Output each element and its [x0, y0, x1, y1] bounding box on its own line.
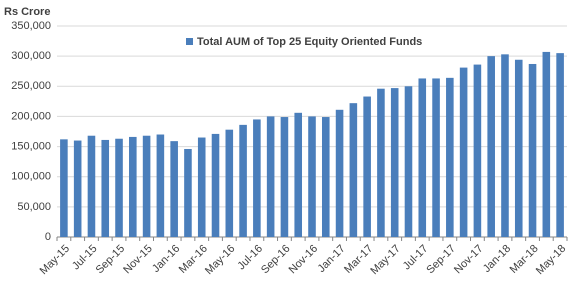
- x-tick-label: Jan-16: [150, 243, 182, 275]
- bar: [60, 139, 68, 237]
- bar: [142, 135, 151, 237]
- bar: [266, 116, 275, 237]
- bar: [349, 103, 358, 237]
- bar: [129, 136, 137, 237]
- x-tick-label: May-16: [203, 243, 237, 277]
- bar: [225, 129, 234, 237]
- bar: [156, 134, 165, 237]
- x-tick-label: Sep-17: [424, 243, 458, 277]
- bar: [404, 86, 413, 238]
- bar: [459, 67, 468, 238]
- bar: [308, 116, 316, 237]
- y-tick-label: 150,000: [11, 140, 51, 152]
- x-tick-label: Nov-15: [121, 243, 155, 277]
- x-tick-label: May-18: [534, 243, 568, 277]
- y-tick-label: 350,000: [11, 20, 51, 32]
- bar: [335, 109, 344, 237]
- legend-label: Total AUM of Top 25 Equity Oriented Fund…: [197, 36, 422, 48]
- y-tick-label: 100,000: [11, 171, 51, 183]
- bar: [321, 117, 330, 237]
- x-tick-label: Sep-16: [259, 243, 293, 277]
- bar: [280, 117, 289, 237]
- bar: [446, 77, 454, 238]
- y-tick-label: 0: [45, 231, 51, 243]
- bar: [239, 124, 247, 237]
- bar: [487, 56, 495, 238]
- bar: [473, 64, 482, 237]
- bar: [170, 141, 178, 237]
- bar: [418, 78, 427, 237]
- bar: [528, 63, 537, 238]
- y-axis-label: Rs Crore: [4, 6, 50, 18]
- x-tick-label: Nov-16: [287, 243, 321, 277]
- bar: [363, 96, 371, 237]
- x-tick-label: Nov-17: [452, 243, 486, 277]
- bar: [73, 140, 82, 237]
- bar: [390, 88, 399, 237]
- bar: [87, 135, 96, 237]
- legend-swatch: [186, 38, 193, 45]
- bar: [184, 148, 192, 237]
- bar: [556, 53, 564, 237]
- y-tick-label: 50,000: [17, 201, 51, 213]
- bar: [101, 139, 110, 237]
- bar: [294, 112, 303, 237]
- bar: [253, 119, 261, 237]
- x-tick-label: Jan-17: [315, 243, 347, 275]
- x-tick-label: Sep-15: [94, 243, 128, 277]
- x-tick-label: May-15: [38, 243, 72, 277]
- bar: [197, 137, 206, 237]
- bar: [377, 88, 385, 237]
- bar: [542, 51, 551, 238]
- x-tick-label: May-17: [368, 243, 402, 277]
- bar: [501, 54, 509, 237]
- y-tick-label: 200,000: [11, 110, 51, 122]
- y-tick-label: 250,000: [11, 80, 51, 92]
- bar: [432, 78, 440, 237]
- bar: [211, 133, 220, 237]
- bar: [115, 138, 123, 237]
- y-tick-label: 300,000: [11, 50, 51, 62]
- x-tick-label: Jan-18: [481, 243, 513, 275]
- bar: [514, 59, 523, 238]
